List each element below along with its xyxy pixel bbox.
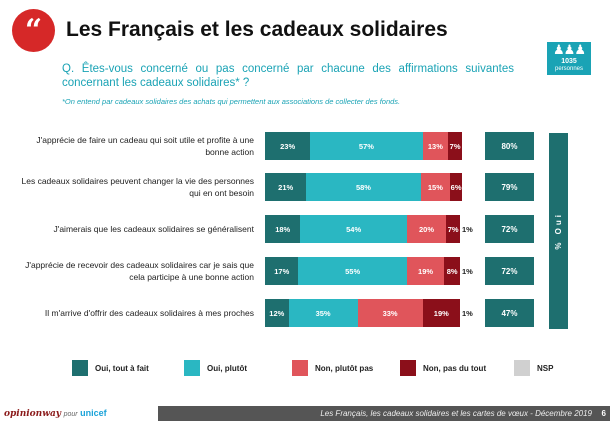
footer: opinionway pour unicef Les Français, les… (0, 406, 610, 421)
quote-icon: “ (12, 9, 55, 52)
footnote: *On entend par cadeaux solidaires des ac… (62, 97, 401, 106)
bar-segment: 15% (420, 173, 451, 201)
category-label: J'apprécie de recevoir des cadeaux solid… (25, 260, 254, 282)
bar-label-nsp: 1% (462, 225, 473, 234)
page-number: 6 (601, 409, 606, 418)
bar-segment: 6% (450, 173, 462, 201)
legend-label: Non, plutôt pas (315, 363, 374, 373)
category-label: Il m'arrive d'offrir des cadeaux solidai… (44, 308, 254, 318)
bar-segment: 8% (444, 257, 461, 285)
total-oui-value: 80% (485, 132, 534, 160)
total-oui-value: 79% (485, 173, 534, 201)
sample-size-unit: personnes (554, 66, 584, 72)
legend-label: Oui, tout à fait (95, 363, 149, 373)
bar-segment: 35% (288, 299, 358, 327)
legend-swatch (184, 360, 200, 376)
category-label: Les cadeaux solidaires peuvent changer l… (21, 176, 254, 198)
unicef-logo: unicef (80, 408, 107, 418)
survey-question: Q. Êtes-vous concerné ou pas concerné pa… (62, 63, 514, 89)
legend-item: Oui, tout à fait (72, 360, 149, 376)
bar-segment: 7% (448, 132, 462, 160)
people-icon: ♟♟♟ (553, 42, 586, 57)
legend-item: Oui, plutôt (184, 360, 247, 376)
footer-caption: Les Français, les cadeaux solidaires et … (320, 409, 592, 418)
legend-swatch (72, 360, 88, 376)
bar-label-nsp: 1% (462, 309, 473, 318)
legend-swatch (292, 360, 308, 376)
legend-label: NSP (537, 363, 554, 373)
category-label: J'aimerais que les cadeaux solidaires se… (53, 224, 254, 234)
bar-segment: 20% (406, 215, 447, 243)
total-oui-value: 72% (485, 257, 534, 285)
bar-segment: 21% (265, 173, 307, 201)
footer-logos: opinionway pour unicef (0, 406, 158, 421)
bar-segment: 12% (265, 299, 289, 327)
legend-item: Non, plutôt pas (292, 360, 373, 376)
bar-segment: 17% (265, 257, 299, 285)
sample-size-badge: ♟♟♟ 1035 personnes (547, 42, 591, 75)
bar-segment: 23% (265, 132, 311, 160)
bar-segment: 58% (306, 173, 421, 201)
bar-segment: 57% (310, 132, 423, 160)
bar-segment: 19% (422, 299, 461, 327)
bar-segment: 54% (300, 215, 407, 243)
footer-pour: pour (63, 411, 78, 418)
bar-segment: 55% (298, 257, 407, 285)
total-oui-value: 72% (485, 215, 534, 243)
bar-segment: 19% (406, 257, 445, 285)
oui-column-label: % Oui (554, 212, 563, 250)
legend-label: Non, pas du tout (423, 363, 487, 373)
opinionway-logo: opinionway (4, 409, 62, 419)
legend-item: NSP (514, 360, 553, 376)
oui-column-header: % Oui (549, 133, 568, 329)
bar-segment: 33% (357, 299, 423, 327)
bar-segment: 7% (446, 215, 461, 243)
legend-label: Oui, plutôt (207, 363, 247, 373)
legend-item: Non, pas du tout (400, 360, 486, 376)
legend-swatch (514, 360, 530, 376)
page-title: Les Français et les cadeaux solidaires (66, 18, 448, 41)
category-label: J'apprécie de faire un cadeau qui soit u… (36, 135, 254, 157)
legend-swatch (400, 360, 416, 376)
bar-segment: 18% (265, 215, 301, 243)
total-oui-value: 47% (485, 299, 534, 327)
bar-segment: 13% (422, 132, 449, 160)
sample-size-value: 1035 (561, 58, 577, 65)
bar-label-nsp: 1% (462, 267, 473, 276)
